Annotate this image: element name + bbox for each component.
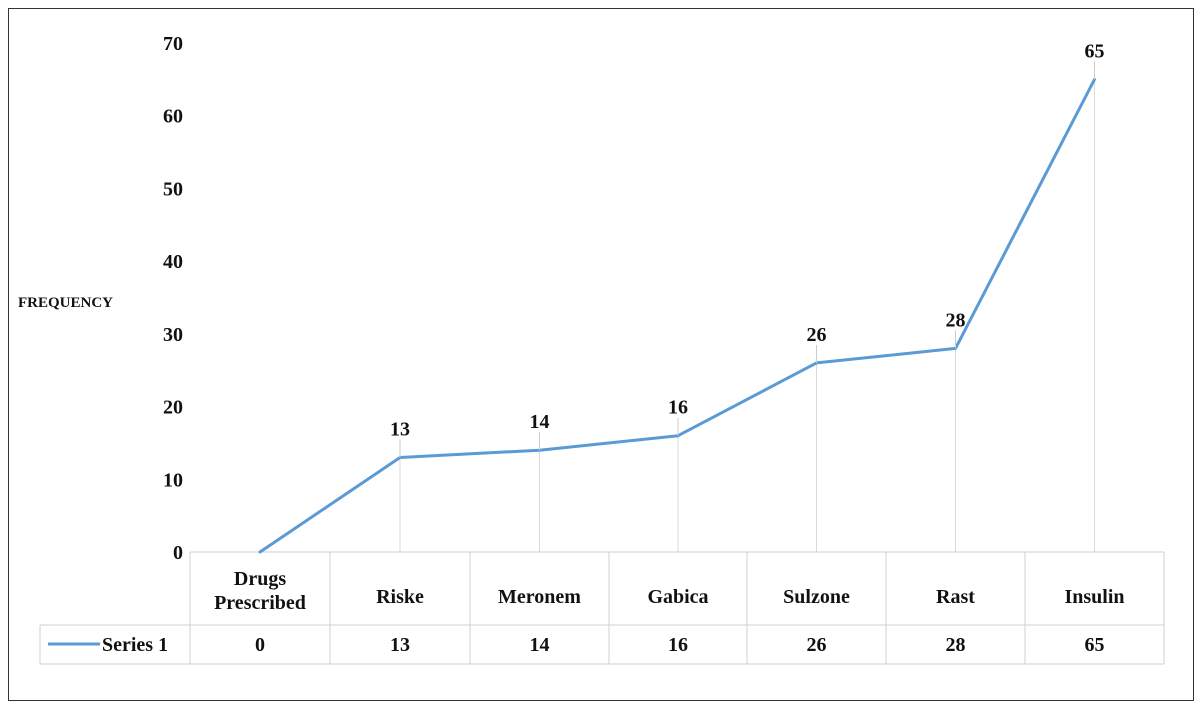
table-value-1: 13 xyxy=(390,634,410,656)
table-value-5: 28 xyxy=(946,634,966,656)
table-value-6: 65 xyxy=(1085,634,1105,656)
y-tick-label-7: 70 xyxy=(163,33,183,55)
data-label-6: 65 xyxy=(1085,40,1105,62)
series-line xyxy=(258,77,1096,554)
table-value-3: 16 xyxy=(668,634,688,656)
category-label-5: Rast xyxy=(936,586,975,608)
category-label-6: Insulin xyxy=(1064,586,1124,608)
table-value-0: 0 xyxy=(255,634,265,656)
legend-series-name: Series 1 xyxy=(102,634,168,656)
y-tick-label-0: 0 xyxy=(173,542,183,564)
data-label-1: 13 xyxy=(390,418,410,440)
category-label-4: Sulzone xyxy=(783,586,850,608)
y-tick-label-2: 20 xyxy=(163,397,183,419)
category-label-0: Drugs Prescribed xyxy=(214,568,306,614)
category-label-2: Meronem xyxy=(498,586,581,608)
y-tick-label-5: 50 xyxy=(163,178,183,200)
y-tick-label-4: 40 xyxy=(163,251,183,273)
category-label-1: Riske xyxy=(376,586,424,608)
category-label-3: Gabica xyxy=(647,586,708,608)
data-label-5: 28 xyxy=(946,309,966,331)
data-label-3: 16 xyxy=(668,397,688,419)
table-value-4: 26 xyxy=(807,634,827,656)
table-value-2: 14 xyxy=(530,634,550,656)
y-tick-label-3: 30 xyxy=(163,324,183,346)
y-tick-label-6: 60 xyxy=(163,106,183,128)
y-tick-label-1: 10 xyxy=(163,469,183,491)
data-label-2: 14 xyxy=(530,411,550,433)
chart-frame xyxy=(8,8,1194,701)
y-axis-label: FREQUENCY xyxy=(18,295,113,311)
data-label-4: 26 xyxy=(807,324,827,346)
